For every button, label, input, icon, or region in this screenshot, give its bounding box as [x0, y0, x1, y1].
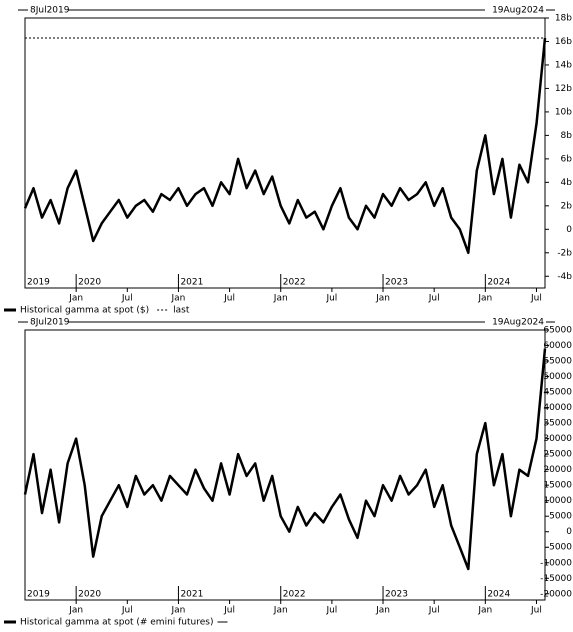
y-tick-label: 30000: [543, 434, 572, 444]
end-date: 19Aug2024: [492, 6, 544, 16]
y-tick-label: 55000: [543, 357, 572, 367]
x-tick-label: Jul: [223, 606, 235, 616]
year-label: 2020: [78, 590, 101, 600]
y-tick-label: 20000: [543, 465, 572, 475]
year-label: 2022: [283, 278, 306, 288]
y-tick-label: 4b: [561, 178, 573, 188]
x-tick-label: Jan: [273, 294, 288, 304]
x-tick-label: Jul: [530, 606, 542, 616]
year-label: 2019: [27, 278, 50, 288]
x-tick-label: Jul: [428, 294, 440, 304]
end-date: 19Aug2024: [492, 318, 544, 328]
y-tick-label: 12b: [555, 84, 572, 94]
y-tick-label: 0: [566, 225, 572, 235]
start-date: 8Jul2019: [30, 6, 70, 16]
y-tick-label: 16b: [555, 37, 572, 47]
year-label: 2021: [180, 278, 203, 288]
y-tick-label: 45000: [543, 388, 572, 398]
y-tick-label: 5000: [549, 512, 572, 522]
series-line: [23, 348, 547, 571]
x-tick-label: Jan: [171, 606, 186, 616]
x-tick-label: Jul: [428, 606, 440, 616]
y-tick-label: 10b: [555, 107, 572, 117]
legend-label: Historical gamma at spot ($): [20, 306, 149, 316]
y-tick-label: 15000: [543, 481, 572, 491]
y-tick-label: 6b: [561, 154, 573, 164]
x-tick-label: Jan: [68, 294, 83, 304]
plot-frame: [24, 17, 546, 289]
x-tick-label: Jul: [121, 294, 133, 304]
year-label: 2023: [385, 278, 408, 288]
year-label: 2022: [283, 590, 306, 600]
year-label: 2023: [385, 590, 408, 600]
y-tick-label: 2b: [561, 201, 573, 211]
x-tick-label: Jan: [477, 606, 492, 616]
x-tick-label: Jul: [530, 294, 542, 304]
y-tick-label: -2b: [557, 248, 572, 258]
plot-frame: [24, 329, 546, 601]
y-tick-label: -20000: [540, 589, 572, 599]
series-line: [23, 37, 547, 255]
y-tick-label: 60000: [543, 341, 572, 351]
y-tick-label: 35000: [543, 419, 572, 429]
x-tick-label: Jul: [223, 294, 235, 304]
y-tick-label: 40000: [543, 403, 572, 413]
y-tick-label: -5000: [546, 543, 572, 553]
x-tick-label: Jul: [325, 294, 337, 304]
x-tick-label: Jan: [171, 294, 186, 304]
year-label: 2024: [487, 278, 510, 288]
y-tick-label: 25000: [543, 450, 572, 460]
year-label: 2021: [180, 590, 203, 600]
y-tick-label: -10000: [540, 558, 572, 568]
legend-label: last: [173, 306, 190, 316]
x-tick-label: Jul: [325, 606, 337, 616]
y-tick-label: 10000: [543, 496, 572, 506]
legend-label: Historical gamma at spot (# emini future…: [20, 618, 214, 628]
year-label: 2024: [487, 590, 510, 600]
y-tick-label: 0: [566, 527, 572, 537]
y-tick-label: 14b: [555, 60, 572, 70]
y-tick-label: 50000: [543, 372, 572, 382]
x-tick-label: Jan: [68, 606, 83, 616]
y-tick-label: 18b: [555, 14, 572, 24]
y-tick-label: -4b: [557, 272, 572, 282]
x-tick-label: Jan: [273, 606, 288, 616]
x-tick-label: Jan: [375, 294, 390, 304]
x-tick-label: Jan: [375, 606, 390, 616]
start-date: 8Jul2019: [30, 318, 70, 328]
year-label: 2020: [78, 278, 101, 288]
year-label: 2019: [27, 590, 50, 600]
y-tick-label: 65000: [543, 326, 572, 336]
x-tick-label: Jan: [477, 294, 492, 304]
y-tick-label: -15000: [540, 574, 572, 584]
y-tick-label: 8b: [561, 131, 573, 141]
x-tick-label: Jul: [121, 606, 133, 616]
